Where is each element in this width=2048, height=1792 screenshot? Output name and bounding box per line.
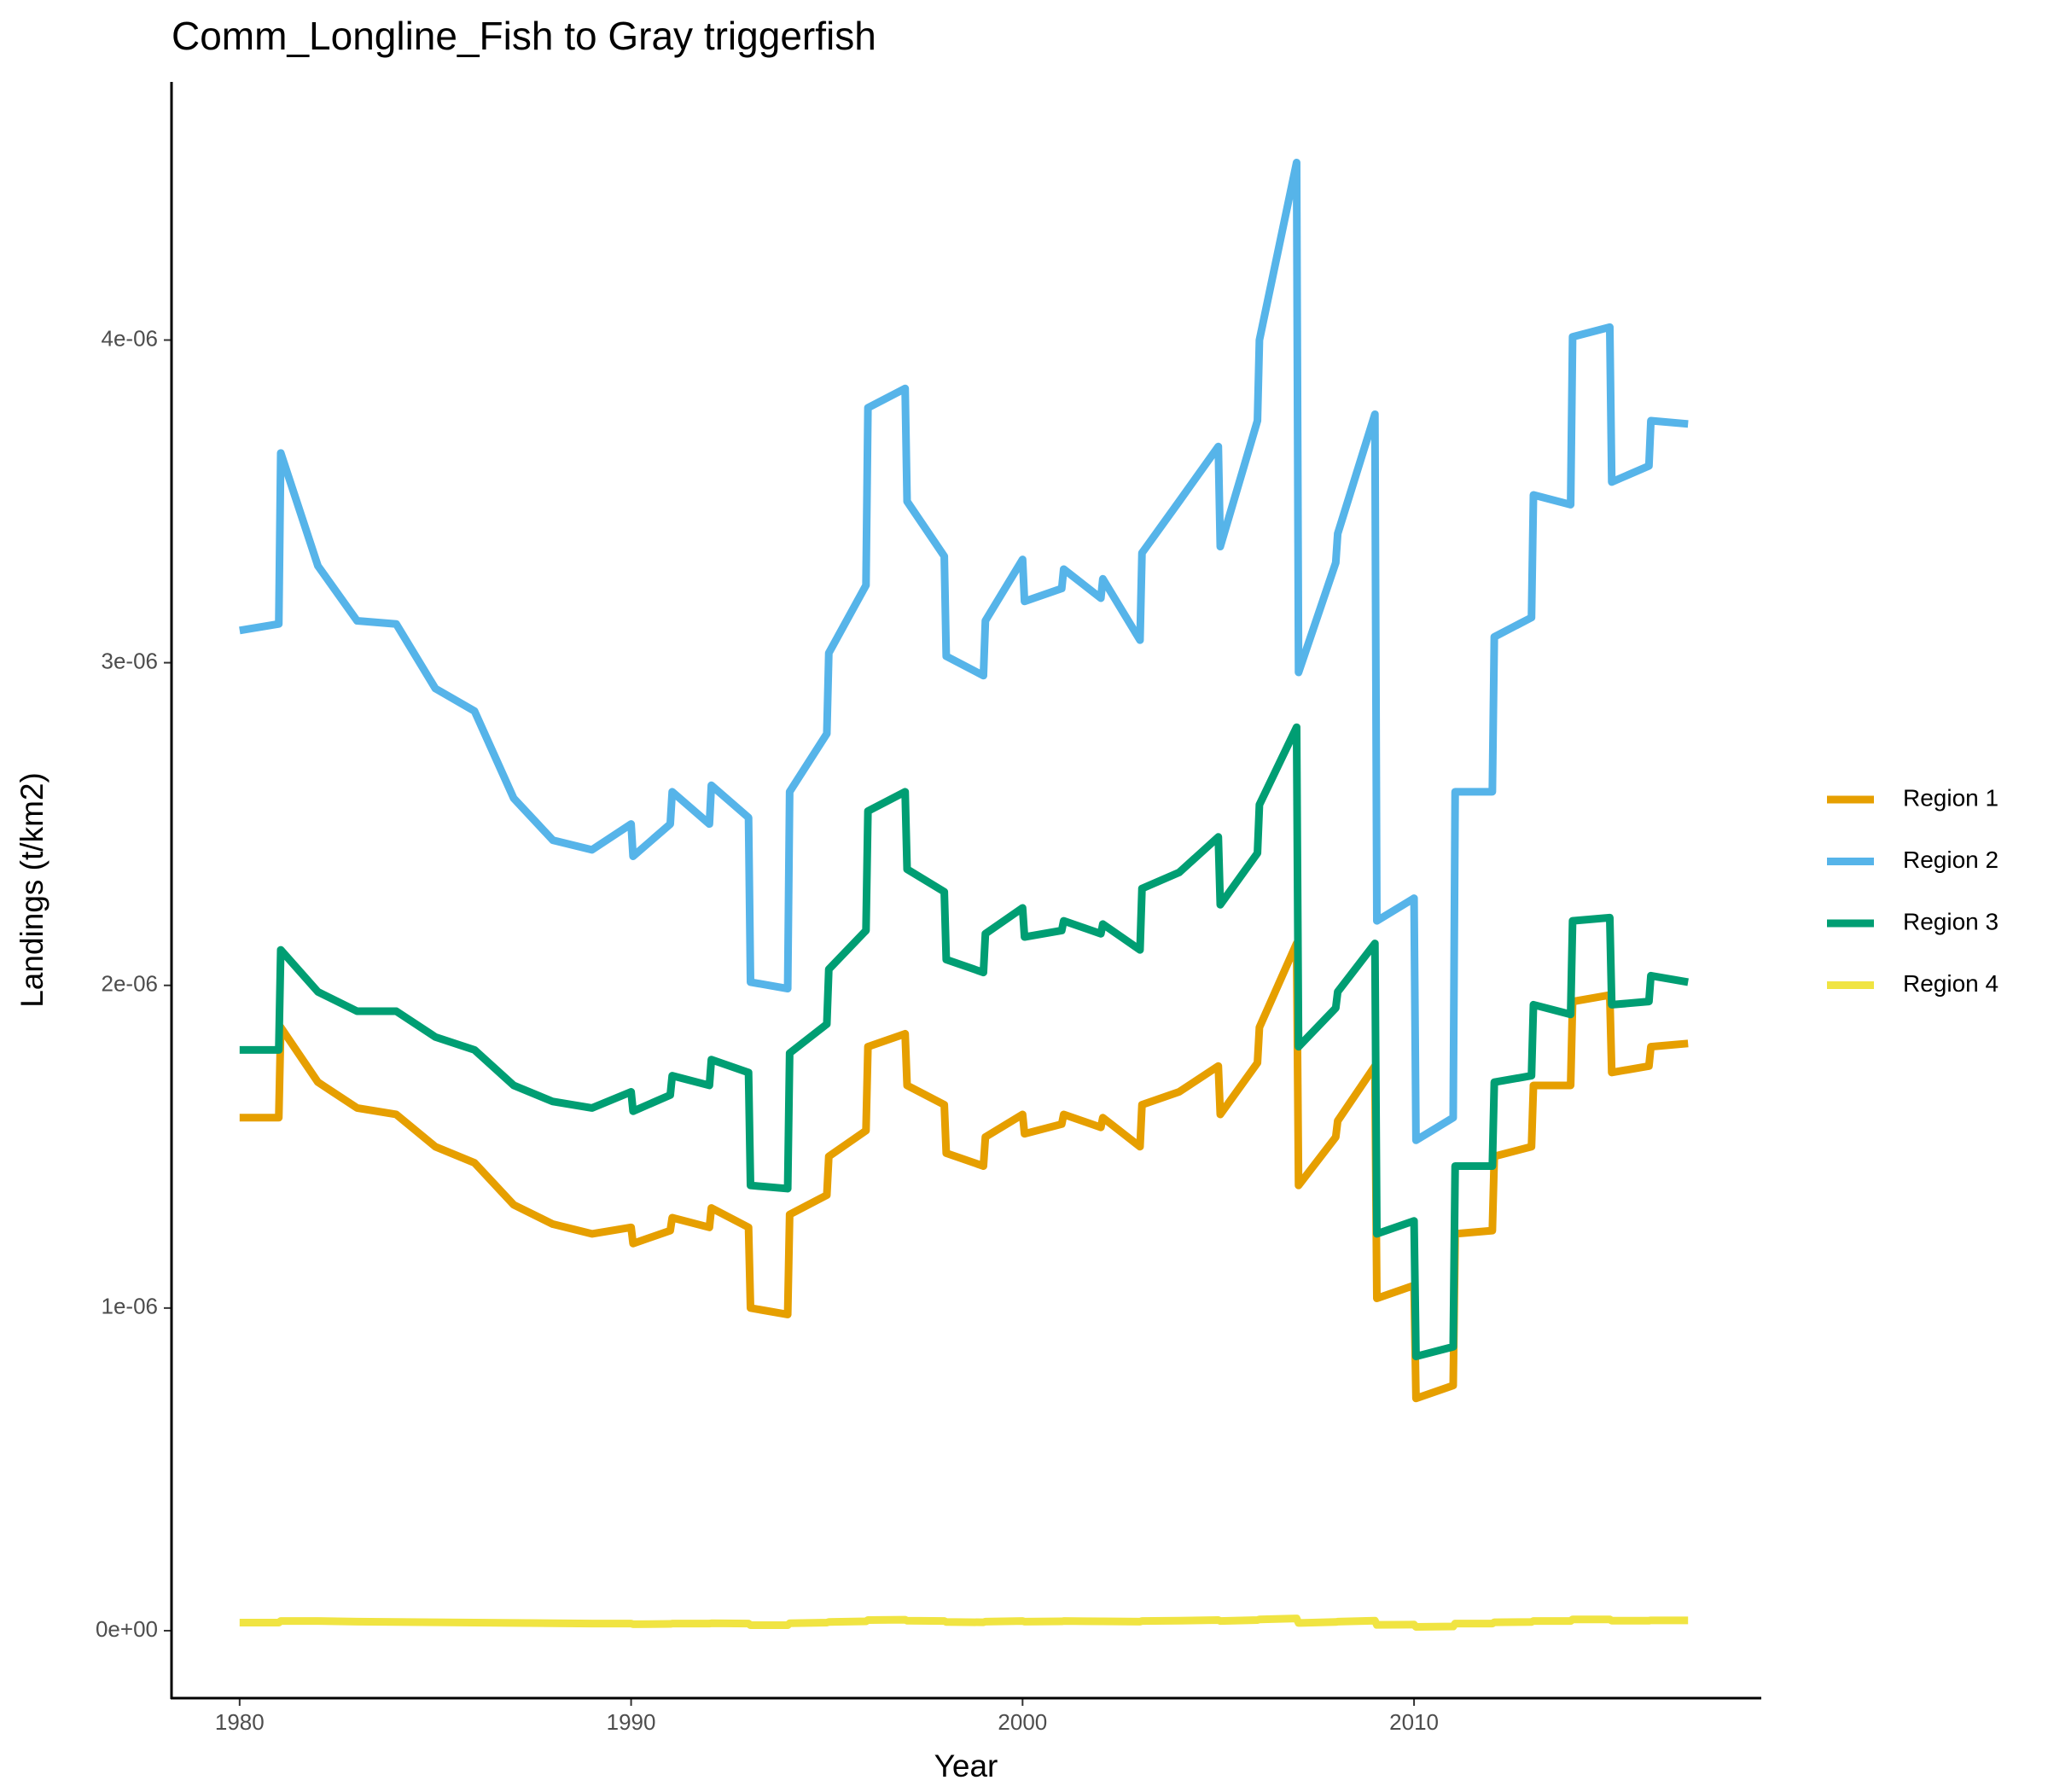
y-tick-label: 1e-06 bbox=[102, 1294, 159, 1319]
y-axis-title: Landings (t/km2) bbox=[15, 772, 49, 1008]
x-tick-label: 1980 bbox=[215, 1709, 265, 1735]
chart-title: Comm_Longline_Fish to Gray triggerfish bbox=[172, 14, 876, 58]
y-tick-label: 4e-06 bbox=[102, 325, 159, 351]
y-tick-label: 0e+00 bbox=[96, 1616, 158, 1642]
y-tick-label: 3e-06 bbox=[102, 648, 159, 673]
series-line bbox=[239, 723, 1689, 1361]
series-line bbox=[239, 1615, 1689, 1631]
y-tick-label: 2e-06 bbox=[102, 971, 159, 997]
series-line bbox=[239, 159, 1689, 1144]
x-tick-label: 1990 bbox=[607, 1709, 656, 1735]
legend-label: Region 1 bbox=[1903, 784, 1999, 811]
legend-label: Region 4 bbox=[1903, 970, 1999, 997]
x-tick-label: 2010 bbox=[1389, 1709, 1439, 1735]
legend-label: Region 2 bbox=[1903, 847, 1999, 873]
x-axis-title: Year bbox=[934, 1748, 998, 1783]
x-tick-label: 2000 bbox=[998, 1709, 1047, 1735]
legend-label: Region 3 bbox=[1903, 908, 1999, 934]
series-line bbox=[239, 940, 1689, 1403]
